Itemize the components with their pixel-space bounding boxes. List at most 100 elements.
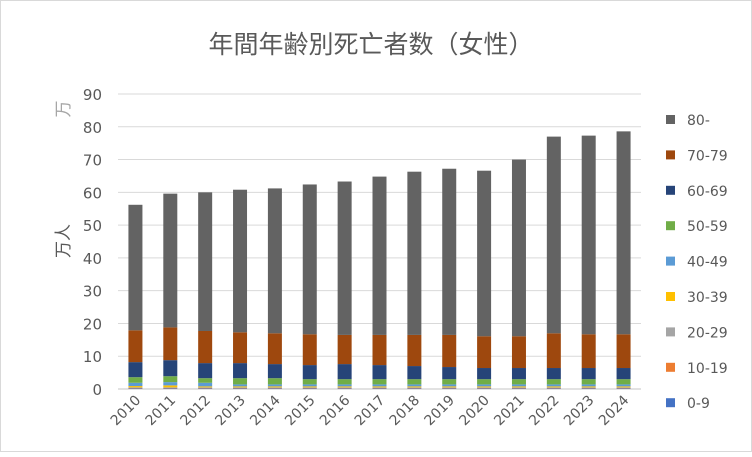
bar-segment-60-69 [128, 362, 142, 377]
legend-swatch [666, 292, 675, 301]
bar-segment-20-29 [547, 387, 561, 388]
bar-segment-0-9 [617, 388, 631, 389]
x-tick-label: 2013 [212, 393, 249, 430]
legend-swatch [666, 327, 675, 336]
bar-segment-20-29 [268, 387, 282, 388]
bar-segment-80- [547, 137, 561, 334]
legend-swatch [666, 150, 675, 159]
legend-label: 10-19 [687, 361, 728, 377]
bars [128, 131, 630, 389]
bar-segment-70-79 [547, 333, 561, 368]
bar-segment-20-29 [512, 387, 526, 388]
legend: 80-70-7960-6950-5940-4930-3920-2910-190-… [666, 113, 728, 412]
bar-segment-30-39 [442, 386, 456, 387]
bar-segment-30-39 [268, 386, 282, 387]
bar-segment-70-79 [477, 336, 491, 368]
legend-label: 50-59 [687, 219, 728, 235]
legend-swatch [666, 363, 675, 372]
bar-segment-30-39 [547, 386, 561, 387]
bar-segment-50-59 [128, 377, 142, 383]
bar-segment-80- [303, 184, 317, 334]
bar-segment-50-59 [407, 379, 421, 384]
bar-segment-20-29 [338, 387, 352, 388]
bar-segment-70-79 [338, 335, 352, 364]
bar-segment-20-29 [373, 387, 387, 388]
bar-segment-20-29 [407, 387, 421, 388]
x-tick-label: 2011 [143, 393, 180, 430]
y-axis-label: 万人 [54, 224, 74, 258]
bar-segment-40-49 [407, 384, 421, 386]
bar-segment-40-49 [617, 384, 631, 386]
bar-segment-30-39 [233, 386, 247, 387]
x-tick-labels: 2010201120122013201420152016201720182019… [108, 392, 633, 429]
x-tick-label: 2017 [352, 393, 389, 430]
bar-segment-70-79 [128, 330, 142, 362]
bar-segment-30-39 [303, 386, 317, 387]
bar-segment-30-39 [617, 386, 631, 387]
legend-label: 60-69 [687, 184, 728, 200]
bar-segment-80- [442, 169, 456, 335]
legend-swatch [666, 221, 675, 230]
y-unit-label: 万 [54, 101, 74, 118]
bar-segment-70-79 [233, 332, 247, 363]
y-tick-label: 20 [83, 315, 102, 333]
x-tick-label: 2019 [422, 393, 459, 430]
bar-segment-60-69 [547, 368, 561, 379]
bar-segment-50-59 [442, 379, 456, 384]
y-tick-label: 90 [83, 86, 102, 104]
bar-segment-40-49 [268, 384, 282, 386]
x-tick-label: 2021 [491, 393, 528, 430]
bar-segment-60-69 [617, 368, 631, 379]
legend-label: 70-79 [687, 148, 728, 164]
bar-segment-60-69 [163, 360, 177, 376]
bar-segment-60-69 [233, 363, 247, 378]
bar-segment-30-39 [128, 386, 142, 387]
bar-segment-80- [512, 160, 526, 337]
y-tick-label: 60 [83, 184, 102, 202]
bar-segment-40-49 [128, 383, 142, 386]
bar-segment-20-29 [442, 387, 456, 388]
y-tick-label: 70 [83, 152, 102, 170]
x-tick-label: 2020 [456, 393, 493, 430]
bar-segment-0-9 [303, 388, 317, 389]
bar-segment-30-39 [407, 386, 421, 387]
legend-label: 20-29 [687, 325, 728, 341]
bar-segment-20-29 [198, 387, 212, 388]
x-tick-label: 2010 [108, 393, 145, 430]
bar-segment-0-9 [338, 388, 352, 389]
bar-segment-80- [198, 192, 212, 331]
legend-label: 80- [687, 113, 710, 129]
y-tick-label: 40 [83, 250, 102, 268]
bar-segment-60-69 [268, 364, 282, 378]
bar-segment-0-9 [512, 388, 526, 389]
legend-label: 30-39 [687, 290, 728, 306]
x-tick-label: 2024 [596, 392, 633, 429]
bar-segment-0-9 [582, 388, 596, 389]
x-tick-label: 2016 [317, 392, 354, 429]
bar-segment-60-69 [303, 365, 317, 379]
bar-segment-70-79 [442, 335, 456, 367]
bar-segment-0-9 [233, 388, 247, 389]
bar-segment-30-39 [582, 386, 596, 387]
bar-segment-50-59 [303, 379, 317, 384]
bar-segment-70-79 [512, 336, 526, 368]
bar-segment-20-29 [617, 387, 631, 388]
bar-segment-50-59 [373, 379, 387, 384]
x-tick-label: 2022 [526, 393, 563, 430]
bar-segment-50-59 [582, 379, 596, 384]
bar-segment-40-49 [582, 384, 596, 386]
bar-segment-80- [233, 190, 247, 333]
bar-segment-30-39 [338, 386, 352, 387]
bar-segment-40-49 [198, 383, 212, 387]
y-tick-label: 80 [83, 119, 102, 137]
bar-segment-60-69 [407, 366, 421, 379]
bar-segment-80- [268, 188, 282, 333]
bar-segment-50-59 [233, 378, 247, 384]
bar-segment-70-79 [617, 334, 631, 368]
bar-segment-20-29 [582, 387, 596, 388]
bar-segment-30-39 [512, 386, 526, 387]
chart-title: 年間年齢別死亡者数（女性） [208, 30, 533, 59]
bar-segment-50-59 [338, 379, 352, 384]
bar-segment-70-79 [198, 331, 212, 363]
legend-label: 40-49 [687, 255, 728, 271]
